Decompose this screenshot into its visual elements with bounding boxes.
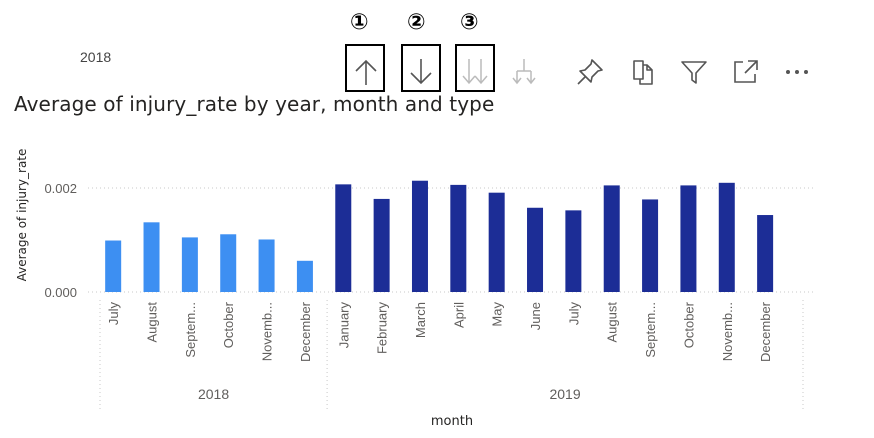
bar — [296, 260, 313, 292]
x-tick-label: July — [106, 302, 121, 326]
bar — [757, 215, 774, 292]
x-tick-label: Novemb... — [720, 302, 735, 361]
callout-box-3 — [455, 44, 495, 92]
bar — [411, 180, 428, 292]
x-tick-label: June — [528, 302, 543, 330]
more-options-icon[interactable] — [781, 56, 813, 88]
bar — [143, 222, 160, 292]
bar — [105, 240, 122, 292]
bar — [488, 192, 505, 292]
x-tick-label: Novemb... — [260, 302, 275, 361]
legend-year-label: 2018 — [80, 49, 112, 65]
group-label: 2018 — [198, 386, 229, 402]
copy-icon[interactable] — [627, 56, 659, 88]
y-tick-label: 0.000 — [44, 285, 77, 300]
x-tick-label: January — [336, 302, 351, 349]
x-tick-label: Septem... — [183, 302, 198, 358]
y-tick-label: 0.002 — [44, 181, 77, 196]
callout-box-1 — [345, 44, 385, 92]
chart-title: Average of injury_rate by year, month an… — [14, 92, 495, 116]
bar — [181, 237, 198, 292]
x-tick-label: July — [566, 302, 581, 326]
x-axis-label: month — [431, 414, 473, 429]
bar — [718, 182, 735, 292]
x-tick-label: August — [145, 302, 160, 343]
x-tick-label: Septem... — [643, 302, 658, 358]
x-tick-label: May — [490, 302, 505, 327]
callout-box-2 — [401, 44, 441, 92]
callout-number-3: ③ — [460, 10, 479, 35]
x-tick-label: March — [413, 302, 428, 338]
expand-next-level-icon[interactable] — [508, 56, 540, 88]
bar — [373, 198, 390, 292]
bar — [642, 199, 659, 292]
callout-number-1: ① — [350, 10, 369, 35]
bar — [258, 239, 275, 292]
bar — [450, 184, 467, 292]
callout-number-2: ② — [407, 10, 426, 35]
x-tick-label: December — [758, 301, 773, 362]
bar — [680, 185, 697, 292]
bar — [603, 185, 620, 292]
focus-mode-icon[interactable] — [730, 56, 762, 88]
bar — [220, 234, 237, 292]
sort-descending-icon[interactable] — [405, 56, 437, 88]
x-tick-label: February — [375, 302, 390, 355]
y-axis-label: Average of injury_rate — [15, 149, 29, 282]
filter-icon[interactable] — [678, 56, 710, 88]
expand-all-down-icon[interactable] — [459, 56, 491, 88]
x-tick-label: October — [221, 301, 236, 348]
pin-icon[interactable] — [574, 56, 606, 88]
x-tick-label: October — [681, 301, 696, 348]
sort-ascending-icon[interactable] — [350, 56, 382, 88]
group-label: 2019 — [549, 386, 580, 402]
bar — [527, 207, 544, 292]
x-tick-label: August — [605, 302, 620, 343]
bar — [565, 210, 582, 292]
bar — [335, 184, 352, 292]
x-tick-label: April — [451, 302, 466, 328]
x-tick-label: December — [298, 301, 313, 362]
